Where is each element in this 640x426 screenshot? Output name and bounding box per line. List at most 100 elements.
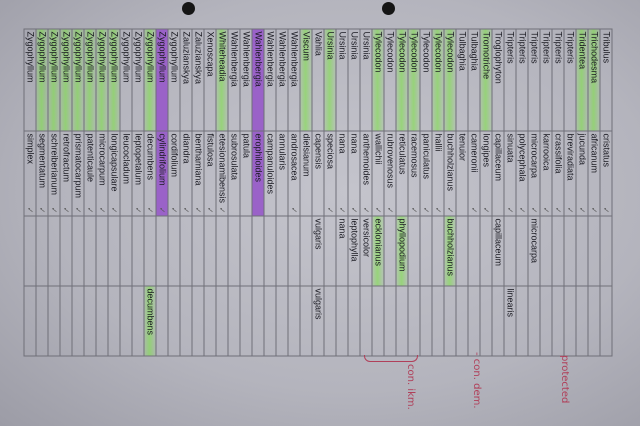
species-cell-text: prismatocarpum xyxy=(73,133,83,198)
table-row: Wahlenbergia erophiloides xyxy=(251,28,264,356)
genus-cell-text: Wahlenbergia xyxy=(229,31,239,87)
table-row: Tripteris microcarpa ✓ microcarpa xyxy=(527,28,540,356)
table-row: Tridentea jucunda ✓ xyxy=(575,28,588,356)
synonym-cell xyxy=(467,215,480,286)
synonym-cell: phyllopodium xyxy=(395,215,408,286)
alt-name-cell xyxy=(371,285,384,356)
table-row: Zygophyllum prismatocarpum ✓ xyxy=(71,28,84,356)
species-cell: jucunda ✓ xyxy=(575,130,588,216)
species-cell: paniculatus ✓ xyxy=(419,130,432,216)
table-row: Tripteris sinuata ✓ linearis xyxy=(503,28,516,356)
genus-cell-text: Zygophyllum xyxy=(109,31,119,83)
alt-name-cell xyxy=(47,285,60,356)
alt-name-cell-text: vulgaris xyxy=(313,288,323,320)
table-row: Tripteris karrooica ✓ xyxy=(539,28,552,356)
genus-cell: Tylecodon xyxy=(431,28,444,131)
species-cell-text: speciosa xyxy=(325,133,335,169)
species-cell: leucocladum xyxy=(119,130,132,216)
synonym-cell xyxy=(35,215,48,286)
alt-name-cell xyxy=(395,285,408,356)
check-mark-icon: ✓ xyxy=(601,206,610,213)
species-cell: patula xyxy=(239,130,252,216)
genus-cell: Zygophyllum xyxy=(71,28,84,131)
alt-name-cell xyxy=(191,285,204,356)
synonym-cell-text: capillaceum xyxy=(493,218,503,266)
alt-name-cell xyxy=(275,285,288,356)
synonym-cell-text: ecklonianus xyxy=(373,218,383,266)
alt-name-cell xyxy=(563,285,576,356)
species-cell-text: patula xyxy=(241,133,251,158)
genus-cell: Tylecodon xyxy=(371,28,384,131)
species-cell-text: longicapsulare xyxy=(109,133,119,192)
table-row: Tripteris polycephala ✓ xyxy=(515,28,528,356)
table-row: Tulbaghia cameronii ✓ xyxy=(467,28,480,356)
species-cell-text: annularis xyxy=(277,133,287,170)
alt-name-cell xyxy=(203,285,216,356)
alt-name-cell xyxy=(479,285,492,356)
species-cell: wallichii ✓ xyxy=(371,130,384,216)
species-cell-text: cristatus xyxy=(601,133,611,167)
alt-name-cell: linearis xyxy=(503,285,516,356)
synonym-cell-text: nana xyxy=(337,218,347,239)
synonym-cell: microcarpa xyxy=(527,215,540,286)
alt-name-cell xyxy=(95,285,108,356)
genus-cell: Tripteris xyxy=(503,28,516,131)
genus-cell-text: Wahlenbergia xyxy=(253,31,263,87)
synonym-cell: ecklonianus xyxy=(371,215,384,286)
species-cell-text: schreiberianum xyxy=(49,133,59,195)
species-cell: nana ✓ xyxy=(335,130,348,216)
alt-name-cell xyxy=(515,285,528,356)
genus-cell-text: Tripteris xyxy=(529,31,539,64)
table-row: Tribulus cristatus ✓ xyxy=(599,28,612,356)
species-cell-text: androsacea xyxy=(289,133,299,181)
species-cell-text: decumbens xyxy=(145,133,155,180)
genus-cell-text: Tylecodon xyxy=(421,31,431,73)
check-mark-icon: ✓ xyxy=(349,206,358,213)
species-cell: nana ✓ xyxy=(347,130,360,216)
check-mark-icon: ✓ xyxy=(145,206,154,213)
alt-name-cell xyxy=(599,285,612,356)
genus-cell-text: Zygophyllum xyxy=(85,31,95,83)
species-cell: etesionamibensis ✓ xyxy=(215,130,228,216)
synonym-cell: capillaceum xyxy=(491,215,504,286)
synonym-cell xyxy=(455,215,468,286)
species-cell: cameronii ✓ xyxy=(467,130,480,216)
table-row: Tylecodon reticulatus phyllopodium xyxy=(395,28,408,356)
check-mark-icon: ✓ xyxy=(565,206,574,213)
genus-cell: Zygophyllum xyxy=(35,28,48,131)
species-cell: longicapsulare ✓ xyxy=(107,130,120,216)
species-cell-text: nana xyxy=(349,133,359,154)
genus-cell: Tripteris xyxy=(563,28,576,131)
species-cell-text: leucocladum xyxy=(121,133,131,184)
alt-name-cell xyxy=(119,285,132,356)
species-cell: racemosus ✓ xyxy=(407,130,420,216)
genus-cell-text: Ursinia xyxy=(337,31,347,60)
species-cell-text: cameronii xyxy=(469,133,479,173)
genus-cell: Tylecodon xyxy=(383,28,396,131)
synonym-cell xyxy=(239,215,252,286)
species-cell-text: patenticaule xyxy=(85,133,95,182)
species-cell: benthamiana ✓ xyxy=(191,130,204,216)
alt-name-cell xyxy=(251,285,264,356)
alt-name-cell xyxy=(179,285,192,356)
species-cell-text: paniculatus xyxy=(421,133,431,179)
species-cell-text: africanum xyxy=(589,133,599,173)
check-mark-icon: ✓ xyxy=(181,206,190,213)
genus-cell: Tripteris xyxy=(527,28,540,131)
species-cell-text: buchholzianus xyxy=(445,133,455,191)
synonym-cell xyxy=(167,215,180,286)
synonym-cell xyxy=(143,215,156,286)
table-row: Troglophyton capillaceum capillaceum xyxy=(491,28,504,356)
genus-cell: Wahlenbergia xyxy=(275,28,288,131)
genus-cell-text: Tylecodon xyxy=(373,31,383,73)
table-row: Zygophyllum microcarpum ✓ xyxy=(95,28,108,356)
species-cell-text: dielsianum xyxy=(301,133,311,177)
genus-cell: Tylecodon xyxy=(395,28,408,131)
alt-name-cell xyxy=(299,285,312,356)
genus-cell-text: Wahlenbergia xyxy=(289,31,299,87)
species-cell-text: retrofractum xyxy=(61,133,71,182)
species-cell-text: erophiloides xyxy=(253,133,263,182)
check-mark-icon: ✓ xyxy=(217,206,226,213)
genus-cell-text: Zygophyllum xyxy=(133,31,143,83)
alt-name-cell xyxy=(527,285,540,356)
